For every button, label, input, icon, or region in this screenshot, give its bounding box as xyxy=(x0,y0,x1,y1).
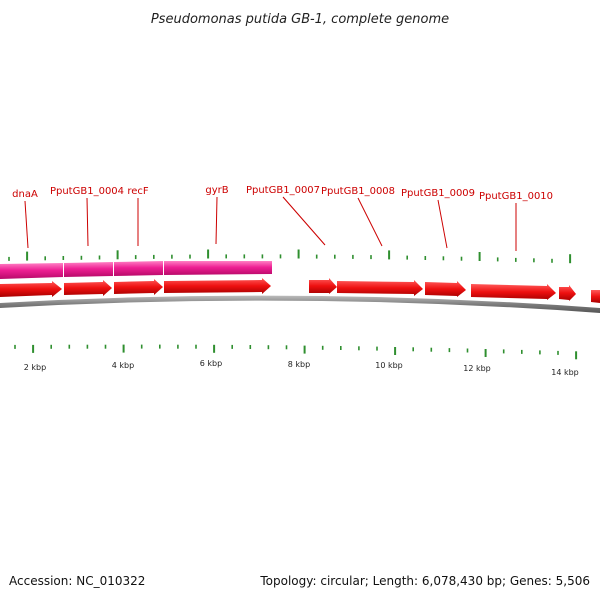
scale-label: 8 kbp xyxy=(288,360,310,369)
gene-track xyxy=(0,261,272,279)
cds-arrow xyxy=(425,281,466,297)
gene-labels: dnaA PputGB1_0004 recF gyrB PputGB1_0007 Pput… xyxy=(12,185,553,251)
gene-leader-line xyxy=(357,197,383,247)
cds-arrow xyxy=(591,290,600,303)
scale-label: 12 kbp xyxy=(463,364,491,373)
scale-label: 10 kbp xyxy=(375,361,403,370)
map-title: Pseudomonas putida GB-1, complete genome xyxy=(151,12,449,27)
scale-label: 6 kbp xyxy=(200,359,222,368)
gene-label: recF xyxy=(127,186,149,197)
gene-label: dnaA xyxy=(12,189,38,200)
genome-backbone xyxy=(0,295,600,313)
scale-label: 14 kbp xyxy=(551,368,579,377)
cds-arrow xyxy=(164,278,271,294)
scale-label: 2 kbp xyxy=(24,363,46,372)
cds-arrow xyxy=(309,278,337,294)
gene-label: PputGB1_0007 xyxy=(246,185,320,196)
gene-feature xyxy=(164,261,272,275)
gene-label: PputGB1_0010 xyxy=(479,191,553,202)
cds-arrow xyxy=(559,285,576,301)
gene-leader-line xyxy=(215,196,218,245)
genome-summary: Topology: circular; Length: 6,078,430 bp… xyxy=(260,574,590,588)
lower-ruler xyxy=(14,344,578,360)
cds-arrow xyxy=(64,280,112,296)
gene-label: gyrB xyxy=(205,185,228,196)
accession-text: Accession: NC_010322 xyxy=(9,574,146,588)
gene-label: PputGB1_0008 xyxy=(321,186,395,197)
gene-leader-line xyxy=(282,196,326,246)
cds-arrow xyxy=(471,284,556,300)
cds-arrow xyxy=(337,280,423,296)
gene-leader-line xyxy=(437,199,448,249)
gene-feature xyxy=(114,261,163,276)
cds-arrow xyxy=(114,279,163,295)
gene-label: PputGB1_0004 xyxy=(50,186,124,197)
gene-leader-line xyxy=(86,197,89,247)
upper-ruler xyxy=(8,249,572,264)
scale-label: 4 kbp xyxy=(112,361,134,370)
gene-feature xyxy=(64,262,113,277)
scale-labels: 2 kbp 4 kbp 6 kbp 8 kbp 10 kbp 12 kbp 14 kbp xyxy=(24,359,579,377)
cds-track xyxy=(0,278,600,303)
gene-feature xyxy=(0,263,63,279)
gene-leader-line xyxy=(24,200,29,249)
cds-arrow xyxy=(0,281,62,297)
gene-label: PputGB1_0009 xyxy=(401,188,475,199)
